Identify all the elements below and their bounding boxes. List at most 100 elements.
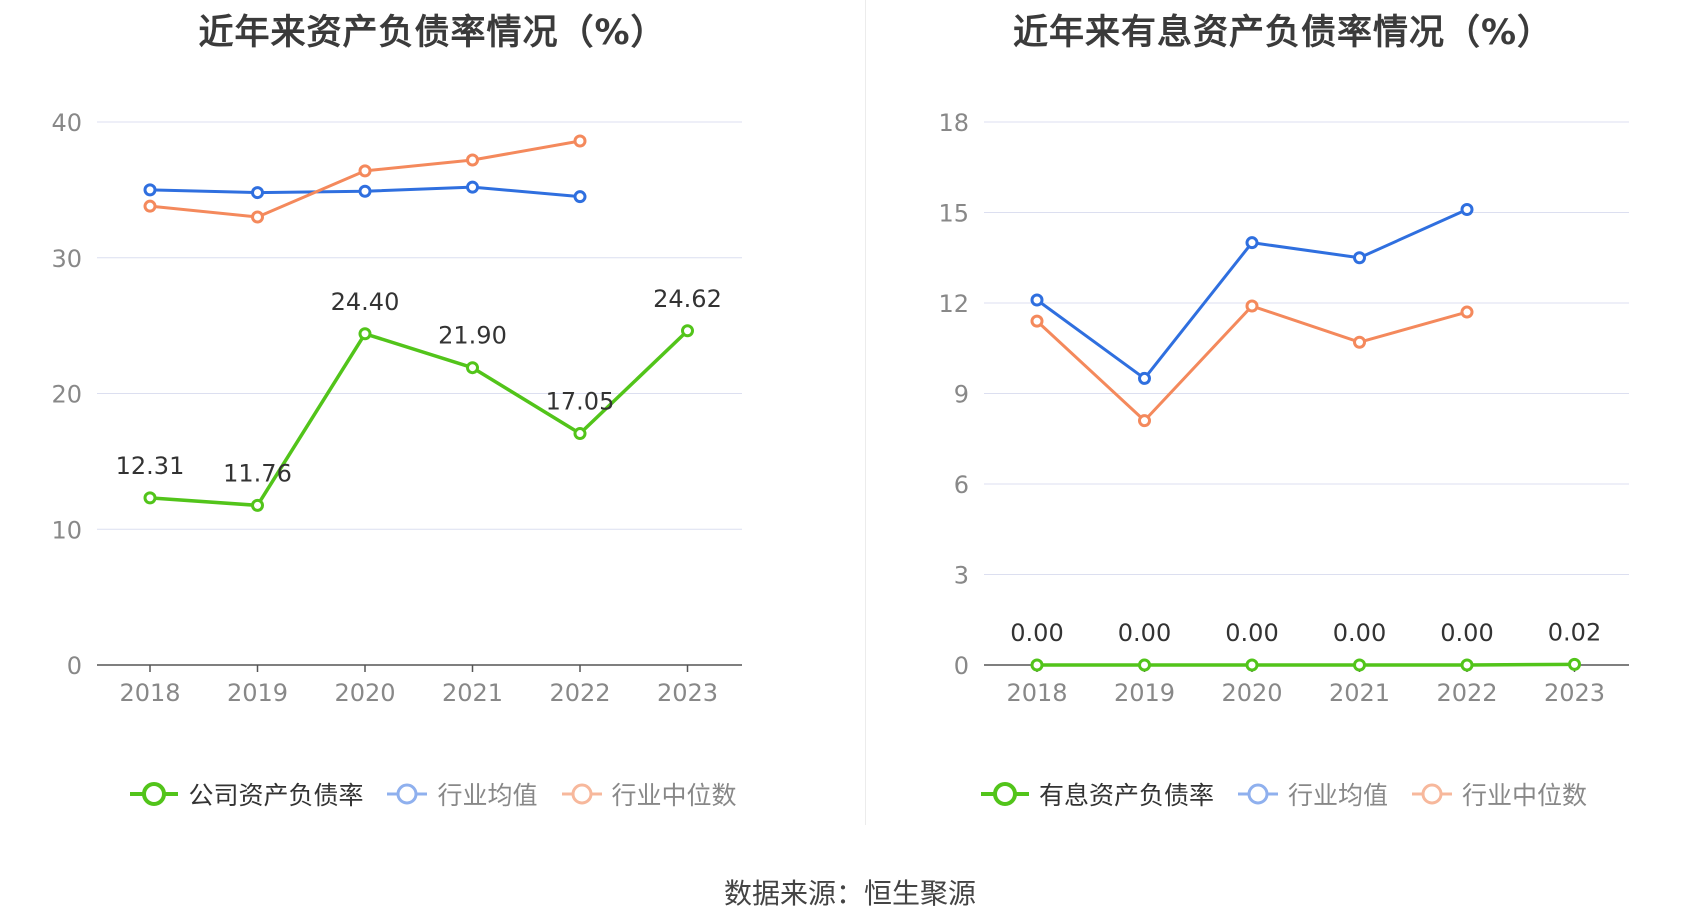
legend-marker-blue-icon — [387, 783, 428, 805]
y-tick-label: 18 — [938, 109, 969, 137]
data-point — [1030, 293, 1044, 307]
y-tick-label: 10 — [51, 516, 82, 544]
panel-divider — [865, 0, 866, 825]
data-label: 12.31 — [116, 452, 185, 480]
data-point — [1568, 657, 1581, 671]
data-point — [1030, 658, 1044, 672]
legend-label-industry-avg: 行业均值 — [437, 781, 538, 810]
data-label: 0.02 — [1548, 618, 1601, 646]
legend-marker-orange-icon — [1412, 783, 1452, 805]
data-source-label: 数据来源：恒生聚源 — [723, 877, 976, 910]
data-point — [358, 164, 372, 178]
y-tick-label: 9 — [954, 381, 969, 409]
data-label: 11.76 — [223, 459, 292, 487]
y-tick-label: 12 — [938, 290, 969, 318]
chart-panel-left: 近年来资产负债率情况（%） 0 10 20 30 40 2018 2019 2020 2021 2… — [0, 0, 865, 830]
data-point — [358, 327, 372, 341]
legend-marker-green-icon — [980, 782, 1029, 806]
legend-item-industry-avg[interactable]: 行业均值 — [385, 776, 538, 812]
x-tick-label: 2018 — [1006, 679, 1067, 707]
legend-item-industry-avg-right[interactable]: 行业均值 — [1236, 776, 1388, 812]
y-tick-label: 15 — [938, 200, 969, 228]
legend-item-company[interactable]: 公司资产负债率 — [128, 776, 363, 812]
data-point — [143, 199, 157, 213]
data-point — [1138, 414, 1151, 428]
series-line-2 — [149, 139, 581, 219]
x-tick-label: 2020 — [334, 679, 395, 707]
x-tick-label: 2023 — [657, 679, 718, 707]
data-point — [1245, 236, 1259, 250]
legend-right: 有息资产负债率 行业均值 行业中位数 — [866, 776, 1700, 812]
data-label: 24.62 — [653, 285, 722, 313]
line-chart-left: 0 10 20 30 40 2018 2019 2020 2021 2022 2023 12.31 11… — [51, 109, 742, 707]
y-tick-label: 0 — [67, 652, 82, 680]
line-chart-right: 0 3 6 9 12 15 18 2018 2019 2020 2021 2022 2023 0.00 0.… — [938, 109, 1629, 707]
data-point — [1460, 202, 1474, 216]
data-label: 24.40 — [331, 288, 400, 316]
data-point — [466, 361, 479, 375]
x-tick-label: 2023 — [1544, 679, 1605, 707]
series-line-0 — [1037, 662, 1575, 667]
data-label: 0.00 — [1333, 619, 1386, 647]
data-point — [1245, 658, 1259, 672]
x-tick-label: 2021 — [442, 679, 503, 707]
legend-label-industry-median-right: 行业中位数 — [1462, 781, 1588, 810]
data-point — [1353, 658, 1366, 672]
data-point — [1460, 305, 1474, 319]
legend-label-industry-avg-right: 行业均值 — [1287, 781, 1388, 810]
data-label: 0.00 — [1010, 619, 1063, 647]
data-point — [143, 183, 157, 197]
x-tick-label: 2021 — [1329, 679, 1390, 707]
y-tick-label: 40 — [51, 109, 82, 137]
chart-title-left: 近年来资产负债率情况（%） — [198, 13, 667, 53]
series-line-2 — [1035, 304, 1468, 423]
y-tick-label: 0 — [954, 652, 969, 680]
data-label: 17.05 — [546, 388, 615, 416]
legend-label-company: 公司资产负债率 — [188, 781, 364, 810]
data-label: 0.00 — [1225, 619, 1278, 647]
y-tick-label: 6 — [954, 471, 969, 499]
data-point — [251, 186, 264, 200]
chart-panel-right: 近年来有息资产负债率情况（%） 0 3 6 9 12 15 18 2018 2019 2020 20… — [866, 0, 1700, 830]
x-tick-label: 2022 — [1436, 679, 1497, 707]
legend-item-interest-bearing[interactable]: 有息资产负债率 — [979, 776, 1214, 812]
legend-marker-blue-icon — [1237, 783, 1278, 805]
data-point — [1138, 371, 1151, 385]
legend-item-industry-median[interactable]: 行业中位数 — [560, 776, 737, 812]
data-point — [466, 180, 479, 194]
series-line-0 — [149, 329, 689, 508]
data-point — [1353, 251, 1366, 265]
data-point — [1245, 299, 1259, 313]
y-tick-label: 30 — [51, 245, 82, 273]
data-point — [1460, 658, 1474, 672]
legend-label-interest-bearing: 有息资产负债率 — [1038, 781, 1214, 810]
data-point — [251, 498, 264, 512]
data-point — [1353, 335, 1366, 349]
data-label: 0.00 — [1118, 619, 1171, 647]
data-point — [1030, 314, 1044, 328]
legend-left: 公司资产负债率 行业均值 行业中位数 — [0, 776, 865, 812]
data-point — [681, 324, 694, 338]
chart-title-right: 近年来有息资产负债率情况（%） — [1012, 13, 1554, 53]
series-line-1 — [1036, 208, 1468, 380]
data-point — [143, 491, 157, 505]
data-point — [573, 134, 587, 148]
legend-marker-orange-icon — [561, 783, 602, 805]
y-tick-label: 20 — [51, 381, 82, 409]
data-point — [251, 210, 264, 224]
legend-item-industry-median-right[interactable]: 行业中位数 — [1410, 776, 1587, 812]
legend-marker-green-icon — [130, 782, 179, 806]
x-tick-label: 2022 — [549, 679, 610, 707]
legend-label-industry-median: 行业中位数 — [611, 781, 737, 810]
x-tick-label: 2019 — [1114, 679, 1175, 707]
data-label: 21.90 — [438, 322, 507, 350]
data-point — [358, 184, 372, 198]
data-label: 0.00 — [1440, 619, 1493, 647]
data-point — [573, 427, 587, 441]
data-point — [466, 153, 479, 167]
x-tick-label: 2018 — [119, 679, 180, 707]
y-tick-label: 3 — [954, 562, 969, 590]
data-point — [1138, 658, 1151, 672]
x-tick-label: 2020 — [1221, 679, 1282, 707]
x-tick-label: 2019 — [227, 679, 288, 707]
